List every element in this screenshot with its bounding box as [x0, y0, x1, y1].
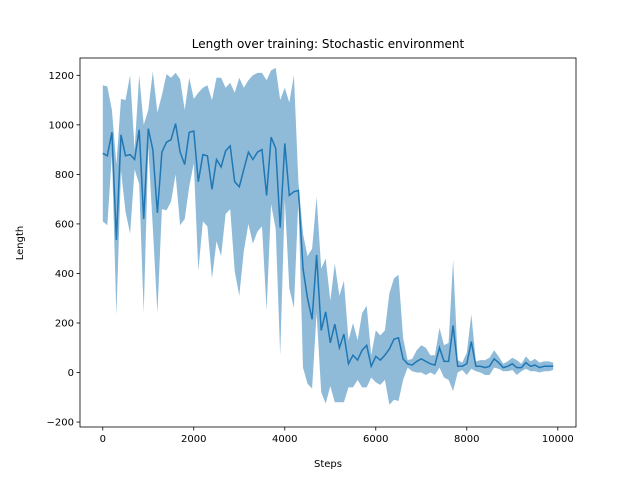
plot-area [102, 67, 554, 405]
y-tick-label: 200 [55, 318, 74, 329]
x-axis-label: Steps [314, 459, 342, 470]
x-axis-ticks: 0 2000 4000 6000 8000 10000 [100, 427, 574, 445]
y-tick-label: 1200 [49, 71, 74, 82]
y-tick-label: −200 [47, 418, 74, 429]
y-axis-label: Length [15, 226, 26, 261]
y-tick-label: 800 [55, 170, 74, 181]
x-tick-label: 2000 [181, 434, 206, 445]
y-tick-label: 1000 [49, 120, 74, 131]
x-tick-label: 0 [100, 434, 106, 445]
mean-line [102, 123, 554, 369]
y-tick-label: 600 [55, 219, 74, 230]
y-tick-label: 400 [55, 269, 74, 280]
x-tick-label: 10000 [542, 434, 574, 445]
x-tick-label: 8000 [454, 434, 479, 445]
y-axis-ticks: −200 0 200 400 600 800 1000 1200 [47, 71, 80, 429]
axes-frame [79, 57, 577, 428]
y-tick-label: 0 [68, 368, 74, 379]
chart-title: Length over training: Stochastic environ… [192, 37, 465, 51]
x-tick-label: 4000 [272, 434, 297, 445]
std-band [102, 67, 554, 405]
x-tick-label: 6000 [363, 434, 388, 445]
